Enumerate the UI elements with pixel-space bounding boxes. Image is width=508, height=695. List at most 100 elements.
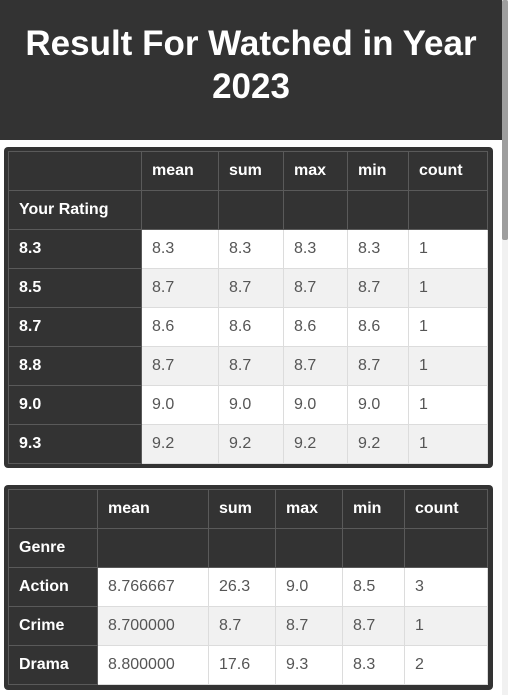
column-header-sum: sum: [208, 489, 276, 529]
table-row: Crime 8.700000 8.7 8.7 8.7 1: [8, 606, 488, 646]
row-key: Crime: [8, 606, 98, 646]
cell-sum: 9.0: [218, 385, 284, 425]
cell-sum: 8.3: [218, 229, 284, 269]
cell-sum: 8.7: [208, 606, 276, 646]
index-name-header: Genre: [8, 528, 98, 568]
column-header-sum: sum: [218, 151, 284, 191]
genre-stats-card: mean sum max min count Genre Action: [4, 485, 493, 690]
cell-mean: 8.766667: [97, 567, 209, 607]
column-header-min: min: [342, 489, 405, 529]
empty-header-cell: [275, 528, 343, 568]
column-header-min: min: [347, 151, 409, 191]
cell-mean: 9.2: [141, 424, 219, 464]
cell-max: 8.7: [275, 606, 343, 646]
cell-count: 2: [404, 645, 488, 685]
cell-max: 8.7: [283, 346, 348, 386]
row-key: 9.0: [8, 385, 142, 425]
row-key: Drama: [8, 645, 98, 685]
table-row: 8.8 8.7 8.7 8.7 8.7 1: [8, 346, 488, 386]
table-row: Drama 8.800000 17.6 9.3 8.3 2: [8, 645, 488, 685]
cell-max: 9.2: [283, 424, 348, 464]
column-header-max: max: [283, 151, 348, 191]
cell-count: 1: [408, 307, 488, 347]
cell-mean: 8.7: [141, 346, 219, 386]
cell-count: 1: [408, 229, 488, 269]
row-key: 8.5: [8, 268, 142, 308]
cell-mean: 8.6: [141, 307, 219, 347]
empty-header-cell: [404, 528, 488, 568]
corner-cell: [8, 489, 98, 529]
cell-max: 8.3: [283, 229, 348, 269]
empty-header-cell: [97, 528, 209, 568]
genre-stats-table: mean sum max min count Genre Action: [8, 489, 488, 685]
row-key: 9.3: [8, 424, 142, 464]
cell-mean: 9.0: [141, 385, 219, 425]
empty-header-cell: [408, 190, 488, 230]
scrollbar-thumb[interactable]: [502, 0, 508, 240]
empty-header-cell: [342, 528, 405, 568]
cell-max: 8.7: [283, 268, 348, 308]
cell-count: 3: [404, 567, 488, 607]
header-row: mean sum max min count: [8, 489, 488, 529]
column-header-mean: mean: [97, 489, 209, 529]
table-row: 8.7 8.6 8.6 8.6 8.6 1: [8, 307, 488, 347]
cell-mean: 8.800000: [97, 645, 209, 685]
row-key: 8.3: [8, 229, 142, 269]
index-name-row: Genre: [8, 528, 488, 568]
table-row: 8.3 8.3 8.3 8.3 8.3 1: [8, 229, 488, 269]
cell-count: 1: [408, 346, 488, 386]
column-header-count: count: [404, 489, 488, 529]
column-header-count: count: [408, 151, 488, 191]
table-row: 9.0 9.0 9.0 9.0 9.0 1: [8, 385, 488, 425]
empty-header-cell: [141, 190, 219, 230]
vertical-scrollbar[interactable]: [502, 0, 508, 695]
table-row: 8.5 8.7 8.7 8.7 8.7 1: [8, 268, 488, 308]
cell-max: 8.6: [283, 307, 348, 347]
cell-count: 1: [408, 268, 488, 308]
cell-max: 9.0: [283, 385, 348, 425]
cell-min: 8.5: [342, 567, 405, 607]
cell-min: 8.6: [347, 307, 409, 347]
cell-count: 1: [408, 385, 488, 425]
cell-min: 9.0: [347, 385, 409, 425]
cell-min: 8.7: [347, 346, 409, 386]
page-header: Result For Watched in Year 2023: [0, 0, 502, 140]
index-name-header: Your Rating: [8, 190, 142, 230]
cell-sum: 17.6: [208, 645, 276, 685]
header-row: mean sum max min count: [8, 151, 488, 191]
rating-stats-card: mean sum max min count Your Rating: [4, 147, 493, 468]
column-header-max: max: [275, 489, 343, 529]
empty-header-cell: [208, 528, 276, 568]
cell-min: 8.3: [342, 645, 405, 685]
cell-mean: 8.700000: [97, 606, 209, 646]
empty-header-cell: [218, 190, 284, 230]
cell-sum: 26.3: [208, 567, 276, 607]
row-key: 8.7: [8, 307, 142, 347]
empty-header-cell: [283, 190, 348, 230]
cell-min: 9.2: [347, 424, 409, 464]
cell-min: 8.7: [347, 268, 409, 308]
table-row: Action 8.766667 26.3 9.0 8.5 3: [8, 567, 488, 607]
row-key: 8.8: [8, 346, 142, 386]
cell-min: 8.7: [342, 606, 405, 646]
cell-mean: 8.7: [141, 268, 219, 308]
cell-sum: 8.7: [218, 268, 284, 308]
empty-header-cell: [347, 190, 409, 230]
cell-mean: 8.3: [141, 229, 219, 269]
row-key: Action: [8, 567, 98, 607]
corner-cell: [8, 151, 142, 191]
cell-count: 1: [408, 424, 488, 464]
cell-min: 8.3: [347, 229, 409, 269]
index-name-row: Your Rating: [8, 190, 488, 230]
cell-max: 9.0: [275, 567, 343, 607]
cell-count: 1: [404, 606, 488, 646]
page-title: Result For Watched in Year 2023: [25, 24, 477, 106]
table-row: 9.3 9.2 9.2 9.2 9.2 1: [8, 424, 488, 464]
cell-sum: 9.2: [218, 424, 284, 464]
cell-sum: 8.6: [218, 307, 284, 347]
cell-max: 9.3: [275, 645, 343, 685]
cell-sum: 8.7: [218, 346, 284, 386]
column-header-mean: mean: [141, 151, 219, 191]
rating-stats-table: mean sum max min count Your Rating: [8, 151, 488, 464]
